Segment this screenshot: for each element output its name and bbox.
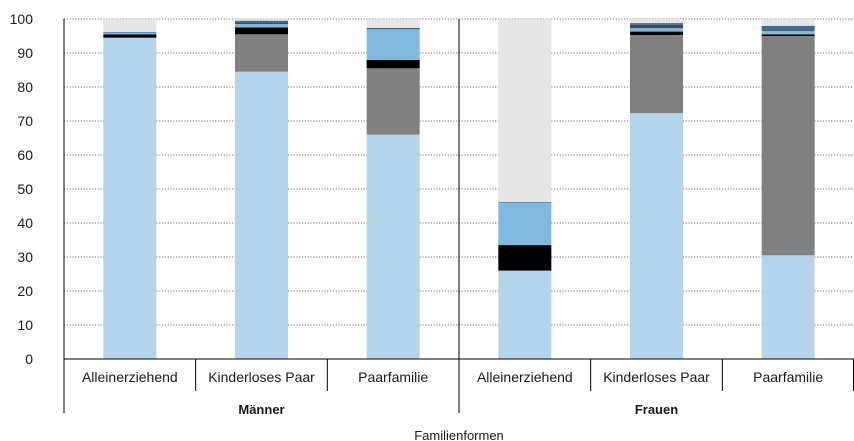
bar-segment <box>235 19 288 21</box>
y-tick-label: 70 <box>17 113 33 129</box>
bar-segment <box>103 31 157 33</box>
bars <box>103 19 815 360</box>
bar-segment <box>498 201 552 203</box>
category-labels: Alleinerziehend Kinderloses Paar Paarfamil… <box>82 369 823 385</box>
bar-segment <box>366 59 420 69</box>
bar-segment <box>761 36 815 256</box>
y-tick-label: 60 <box>17 147 33 163</box>
x-axis-label: Familienformen <box>414 428 504 441</box>
bar-segment <box>366 134 420 359</box>
bar-segment <box>630 113 683 360</box>
bar-segment <box>761 29 815 31</box>
bar-segment <box>235 71 288 359</box>
y-tick-label: 10 <box>17 317 33 333</box>
category-label: Paarfamilie <box>753 369 823 385</box>
bar-segment <box>235 27 288 35</box>
bar-segment <box>103 32 157 35</box>
y-tick-label: 50 <box>17 181 33 197</box>
bar-segment <box>630 34 683 114</box>
bar-segment <box>761 30 815 35</box>
group-label: Frauen <box>635 402 678 417</box>
y-tick-label: 90 <box>17 45 33 61</box>
bar-segment <box>761 34 815 36</box>
bar-segment <box>366 28 420 30</box>
y-tick-label: 40 <box>17 215 33 231</box>
bar-segment <box>630 19 683 24</box>
bar-segment <box>235 22 288 25</box>
bar-segment <box>761 255 815 359</box>
group-label: Männer <box>238 402 284 417</box>
category-label: Alleinerziehend <box>82 369 178 385</box>
category-label: Alleinerziehend <box>477 369 573 385</box>
bar-segment <box>630 23 683 25</box>
bar-segment <box>366 68 420 135</box>
bar-segment <box>235 34 288 72</box>
y-tick-label: 20 <box>17 283 33 299</box>
y-tick-labels: 0 10 20 30 40 50 60 70 80 90 100 <box>10 11 34 367</box>
group-labels: Männer Frauen <box>238 402 678 417</box>
bar-segment <box>761 25 815 30</box>
bar-segment <box>630 31 683 35</box>
y-tick-label: 0 <box>25 351 33 367</box>
bar-segment <box>235 24 288 28</box>
bar-segment <box>630 24 683 29</box>
bar-segment <box>498 245 552 271</box>
y-tick-label: 30 <box>17 249 33 265</box>
category-label: Kinderloses Paar <box>208 369 315 385</box>
axes <box>63 19 854 413</box>
bar-segment <box>103 34 157 38</box>
bar-segment <box>103 19 157 32</box>
bar-segment <box>761 19 815 26</box>
bar-segment <box>103 37 157 359</box>
bar-segment <box>366 27 420 29</box>
y-tick-label: 80 <box>17 79 33 95</box>
bar-segment <box>366 29 420 60</box>
bar-segment <box>498 270 552 359</box>
category-label: Kinderloses Paar <box>603 369 710 385</box>
bar-segment <box>366 19 420 28</box>
y-tick-label: 100 <box>10 11 34 27</box>
bar-segment <box>498 19 552 202</box>
category-label: Paarfamilie <box>358 369 428 385</box>
bar-segment <box>498 202 552 246</box>
bar-segment <box>630 28 683 32</box>
bar-segment <box>235 20 288 23</box>
